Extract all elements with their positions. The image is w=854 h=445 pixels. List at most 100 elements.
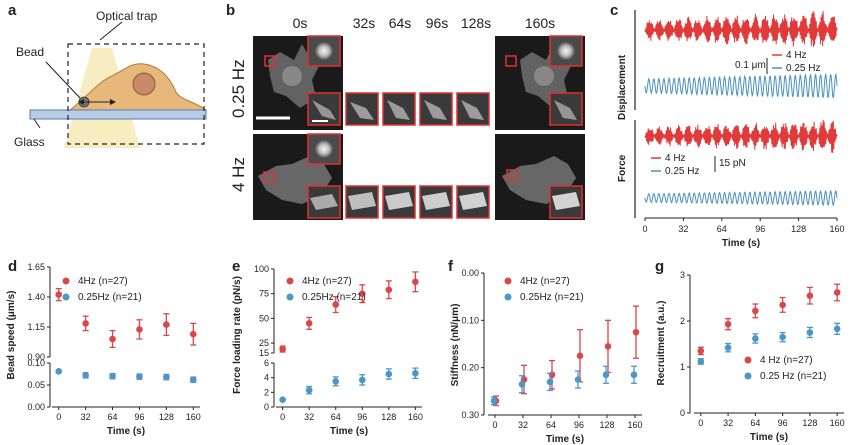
xtick-label: 128 bbox=[381, 412, 396, 422]
c-xtick-label: 32 bbox=[678, 224, 688, 234]
data-point bbox=[806, 292, 814, 299]
xtick-label: 96 bbox=[134, 412, 144, 422]
legend-label: 0.25Hz (n=21) bbox=[302, 292, 366, 303]
data-point bbox=[604, 343, 612, 350]
legend-label: 4Hz (n=27) bbox=[302, 276, 352, 287]
data-point bbox=[752, 307, 759, 315]
legend-label: 0.25Hz (n=21) bbox=[520, 292, 584, 303]
ytick-label: 2 bbox=[680, 316, 685, 326]
legend-label: 4Hz (n=27) bbox=[78, 276, 128, 287]
ytick-label: 0 bbox=[264, 402, 269, 412]
xtick-label: 128 bbox=[802, 418, 817, 428]
xtick-label: 96 bbox=[778, 418, 788, 428]
time-label-128s: 128s bbox=[461, 15, 491, 31]
data-point bbox=[109, 372, 116, 380]
data-point bbox=[724, 320, 732, 328]
legend-025hz-bottom: 0.25 Hz bbox=[665, 166, 699, 177]
data-point bbox=[779, 333, 786, 341]
trace-force-025hz bbox=[644, 189, 838, 207]
panel-label-d: d bbox=[8, 258, 18, 275]
ytick-label: 0.05 bbox=[27, 380, 45, 390]
xtick-label: 0 bbox=[280, 412, 285, 422]
data-point bbox=[385, 286, 393, 294]
xtick-label: 160 bbox=[830, 418, 845, 428]
disp-scale-label: 0.1 μm bbox=[735, 60, 766, 71]
bead-pointer bbox=[45, 61, 81, 99]
data-point bbox=[109, 335, 116, 343]
xtick-label: 64 bbox=[546, 420, 556, 430]
force-scale-label: 15 pN bbox=[719, 158, 746, 169]
xtick-label: 160 bbox=[408, 412, 423, 422]
data-point bbox=[189, 330, 197, 338]
trap-box bbox=[67, 43, 205, 145]
glass-pointer bbox=[33, 118, 41, 129]
time-label-0s: 0s bbox=[293, 15, 308, 31]
xtick-label: 96 bbox=[574, 420, 584, 430]
time-label-32s: 32s bbox=[353, 15, 376, 31]
c-xtick-label: 64 bbox=[717, 224, 727, 234]
ylabel: Recruitment (a.u.) bbox=[656, 300, 667, 385]
panel-label-c: c bbox=[610, 2, 619, 19]
data-point bbox=[279, 345, 286, 353]
ytick-label: 75 bbox=[259, 289, 269, 299]
glass-slide bbox=[29, 109, 207, 120]
data-point bbox=[163, 373, 170, 381]
data-point bbox=[833, 325, 841, 333]
data-point bbox=[576, 352, 584, 360]
data-point bbox=[332, 301, 340, 308]
ytick-label: 100 bbox=[254, 264, 269, 274]
data-point bbox=[55, 291, 63, 298]
ytick-label: 0.90 bbox=[27, 352, 45, 362]
xtick-label: 64 bbox=[108, 412, 118, 422]
time-label-64s: 64s bbox=[389, 15, 412, 31]
legend-label: 0.25Hz (n=21) bbox=[78, 292, 142, 303]
data-point bbox=[806, 329, 814, 336]
xlabel: Time (s) bbox=[330, 426, 368, 437]
legend-marker bbox=[744, 372, 752, 380]
c-xtick-label: 128 bbox=[791, 224, 806, 234]
trace-force-4hz bbox=[644, 119, 838, 153]
c-xtick-label: 0 bbox=[642, 224, 647, 234]
xtick-label: 0 bbox=[56, 412, 61, 422]
data-point bbox=[697, 347, 705, 355]
ytick-label: 0 bbox=[680, 408, 685, 418]
data-point bbox=[490, 397, 498, 405]
legend-marker bbox=[62, 277, 70, 285]
label-optical-trap: Optical trap bbox=[96, 9, 158, 23]
xtick-label: 64 bbox=[750, 418, 760, 428]
ytick-label: 1 bbox=[680, 362, 685, 372]
chart-bead-speed: Bead speed (μm/s) 0 32 64 96 128 160 Time (s) 1.… bbox=[6, 262, 201, 437]
cell-nucleus bbox=[132, 72, 156, 96]
xtick-label: 128 bbox=[599, 420, 614, 430]
data-point bbox=[305, 320, 313, 327]
ytick-label: 0.10 bbox=[27, 358, 45, 368]
bead-marker-160s-4hz bbox=[506, 169, 518, 181]
data-point bbox=[279, 396, 286, 403]
legend-marker bbox=[62, 293, 70, 301]
xtick-label: 160 bbox=[186, 412, 201, 422]
data-point bbox=[189, 376, 197, 384]
panel-label-b: b bbox=[226, 2, 236, 19]
panel-label-a: a bbox=[8, 2, 17, 19]
xtick-label: 0 bbox=[698, 418, 703, 428]
ylabel-displacement: Displacement bbox=[617, 54, 628, 120]
xtick-label: 32 bbox=[304, 412, 314, 422]
label-glass: Glass bbox=[14, 135, 45, 149]
ytick-label: 0.30 bbox=[461, 410, 479, 420]
data-point bbox=[332, 378, 340, 385]
ylabel: Force loading rate (pN/s) bbox=[232, 276, 243, 394]
legend-label: 0.25 Hz (n=21) bbox=[760, 371, 826, 382]
label-bead: Bead bbox=[16, 45, 44, 59]
legend-label: 4 Hz (n=27) bbox=[760, 355, 813, 366]
data-point bbox=[412, 278, 419, 286]
data-point bbox=[574, 376, 582, 383]
data-point bbox=[358, 290, 366, 298]
ytick-label: 0.10 bbox=[461, 315, 479, 325]
data-point bbox=[630, 371, 638, 379]
ytick-label: 4 bbox=[264, 373, 269, 383]
panel-a-diagram: Optical trap Bead Glass bbox=[14, 9, 208, 149]
xlabel: Time (s) bbox=[546, 434, 584, 445]
bead-marker-160s-025hz bbox=[505, 55, 517, 67]
xtick-label: 128 bbox=[159, 412, 174, 422]
legend-marker bbox=[504, 277, 512, 285]
